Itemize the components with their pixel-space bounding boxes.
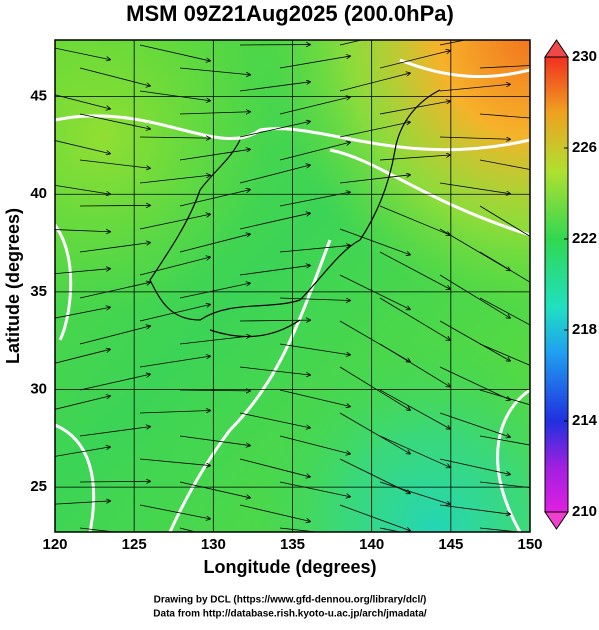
y-tick-label: 45: [30, 88, 47, 105]
y-axis-label: Latitude (degrees): [3, 208, 23, 364]
title: MSM 09Z21Aug2025 (200.0hPa): [126, 1, 454, 26]
x-tick-label: 145: [438, 536, 463, 553]
x-axis-label: Longitude (degrees): [203, 557, 376, 577]
x-tick-label: 150: [517, 536, 542, 553]
colorbar-tick-label: 222: [572, 230, 597, 247]
colorbar-tick-label: 218: [572, 321, 597, 338]
x-tick-label: 140: [359, 536, 384, 553]
colorbar-tick-label: 230: [572, 48, 597, 65]
x-tick-label: 135: [280, 536, 305, 553]
colorbar-tick-label: 210: [572, 503, 597, 520]
footer-line: Data from http://database.rish.kyoto-u.a…: [153, 609, 427, 620]
x-tick-label: 120: [42, 536, 67, 553]
x-tick-label: 130: [201, 536, 226, 553]
y-tick-label: 30: [30, 380, 47, 397]
colorbar: [545, 40, 568, 529]
x-tick-label: 125: [122, 536, 147, 553]
footer-line: Drawing by DCL (https://www.gfd-dennou.o…: [154, 595, 427, 606]
colorbar-tick-label: 214: [572, 412, 598, 429]
y-tick-label: 25: [30, 478, 47, 495]
colorbar-tick-label: 226: [572, 139, 597, 156]
y-tick-label: 40: [30, 185, 47, 202]
y-tick-label: 35: [30, 283, 47, 300]
map-field: [40, 29, 550, 546]
